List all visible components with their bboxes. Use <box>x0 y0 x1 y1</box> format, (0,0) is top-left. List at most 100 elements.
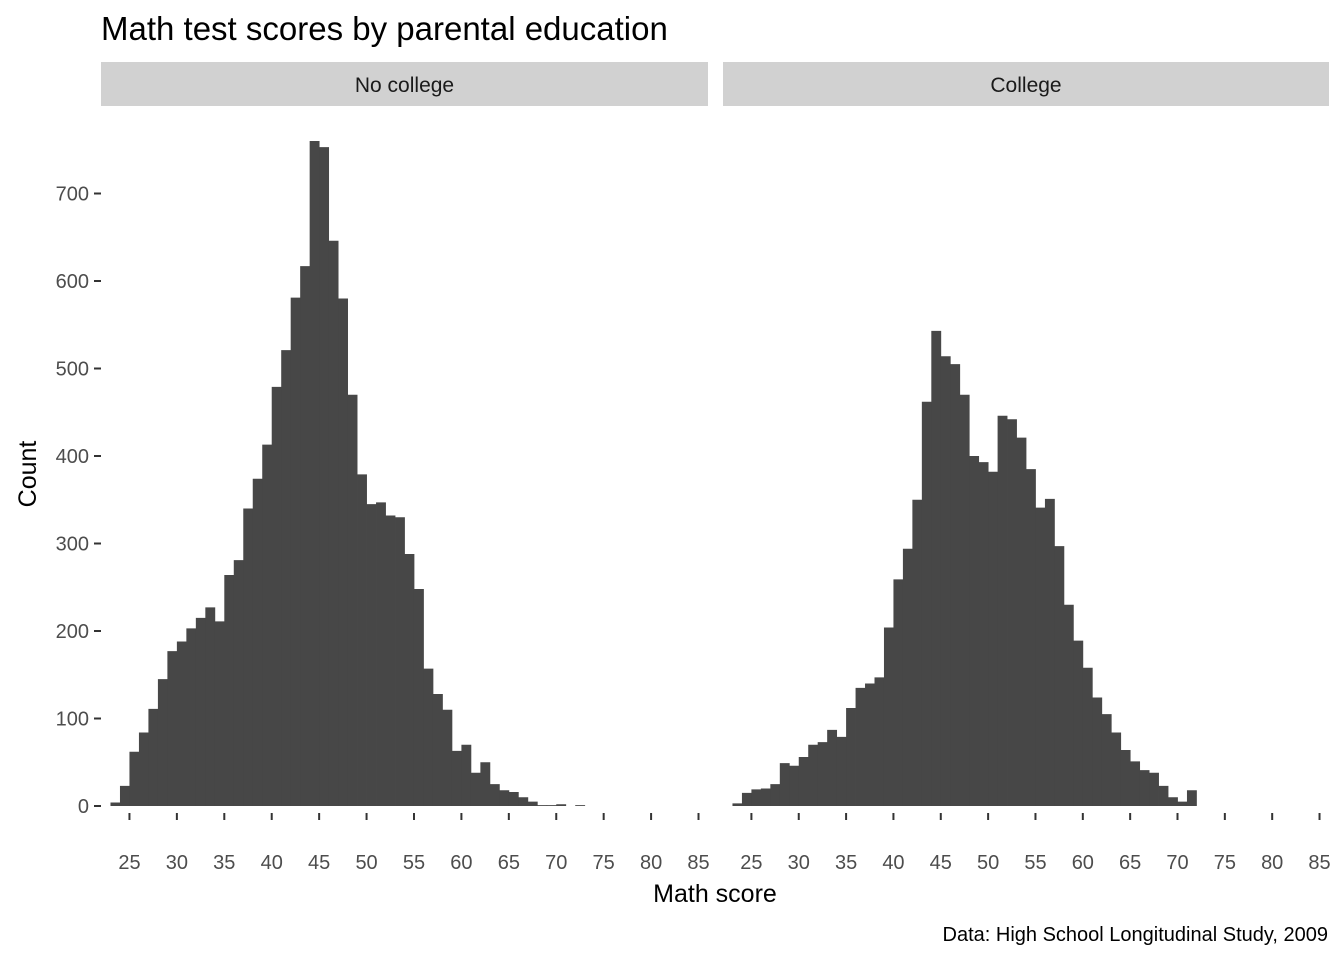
histogram-bar <box>167 651 178 806</box>
y-tick-label: 500 <box>56 359 89 381</box>
histogram-bar <box>243 508 254 806</box>
histogram-bar <box>883 627 894 806</box>
histogram-bar <box>1139 770 1150 806</box>
histogram-bar <box>865 683 875 806</box>
x-tick-label: 75 <box>1214 852 1236 874</box>
histogram-bar <box>1186 790 1197 806</box>
histogram-bar <box>997 415 1008 806</box>
x-tick-label: 70 <box>545 852 567 874</box>
histogram-bar <box>451 750 462 806</box>
histogram-bar <box>537 805 548 806</box>
y-tick-label: 100 <box>56 709 89 731</box>
histogram-bar <box>1054 546 1065 806</box>
histogram-bar <box>1026 469 1036 806</box>
histogram-bar <box>110 802 121 806</box>
histogram-bar <box>404 554 415 806</box>
facet-strip-label-college: College <box>990 74 1061 97</box>
histogram-bar <box>575 805 586 806</box>
histogram-bar <box>461 744 472 806</box>
histogram-bar <box>836 736 847 806</box>
histogram-bar <box>480 762 491 806</box>
histogram-bar <box>846 708 856 806</box>
histogram-bar <box>855 687 866 806</box>
histogram-bar <box>176 641 187 806</box>
histogram-bar <box>1168 797 1178 806</box>
histogram-bar <box>1177 801 1188 806</box>
histogram-bar <box>1130 761 1141 806</box>
histogram-bar <box>157 679 168 806</box>
histogram-bar <box>760 788 771 806</box>
histogram-bar <box>931 330 942 806</box>
panel-no-college <box>110 141 586 806</box>
histogram-bar <box>347 394 358 806</box>
histogram-bar <box>779 763 790 806</box>
x-tick-label: 25 <box>740 852 762 874</box>
x-tick-label: 80 <box>640 852 662 874</box>
histogram-bar <box>508 792 519 806</box>
histogram-bar <box>969 456 980 806</box>
histogram-bar <box>119 785 130 806</box>
x-tick-label: 65 <box>498 852 520 874</box>
histogram-bar <box>214 621 225 806</box>
histogram-bar <box>527 801 538 806</box>
histogram-bar <box>1044 498 1055 806</box>
x-tick-label: 35 <box>835 852 857 874</box>
x-tick-label: 80 <box>1261 852 1283 874</box>
histogram-bar <box>148 708 159 806</box>
histogram-bar <box>827 729 838 806</box>
histogram-bar <box>940 356 951 806</box>
histogram-bar <box>950 364 961 806</box>
histogram-bar <box>921 401 932 806</box>
y-tick-label: 700 <box>56 184 89 206</box>
y-tick-label: 0 <box>78 796 89 818</box>
histogram-bar <box>808 744 819 806</box>
x-axis-no-college: 25 30 35 40 45 50 55 60 65 70 75 80 85 <box>118 813 710 874</box>
histogram-bar <box>366 504 377 806</box>
chart-caption: Data: High School Longitudinal Study, 20… <box>943 924 1328 946</box>
histogram-bar <box>751 789 762 806</box>
histogram-bar <box>195 617 206 806</box>
histogram-bar <box>309 141 320 806</box>
histogram-bar <box>423 668 434 806</box>
chart-title: Math test scores by parental education <box>101 10 668 47</box>
histogram-bar <box>1101 714 1112 806</box>
histogram-bar <box>395 517 405 806</box>
histogram-bar <box>138 732 149 806</box>
x-tick-label: 25 <box>118 852 140 874</box>
histogram-bar <box>874 677 885 806</box>
histogram-bar <box>432 694 443 806</box>
histogram-bar <box>1063 604 1074 806</box>
histogram-bar <box>413 589 424 806</box>
histogram-bar <box>224 575 235 806</box>
y-tick-label: 300 <box>56 534 89 556</box>
histogram-bar <box>893 579 904 806</box>
histogram-bar <box>959 394 970 806</box>
histogram-bar <box>328 240 339 806</box>
histogram-bar <box>262 444 273 806</box>
histogram-bar <box>385 515 396 806</box>
y-axis: 0 100 200 300 400 500 600 700 <box>56 184 101 818</box>
histogram-bar <box>357 474 367 806</box>
x-tick-label: 60 <box>450 852 472 874</box>
x-tick-label: 40 <box>261 852 283 874</box>
facet-strip-label-no-college: No college <box>355 74 454 97</box>
y-tick-label: 200 <box>56 621 89 643</box>
histogram-bar <box>319 147 330 806</box>
x-tick-label: 85 <box>1308 852 1330 874</box>
x-axis-college: 25 30 35 40 45 50 55 60 65 70 75 80 85 <box>740 813 1331 874</box>
facet-strip-no-college <box>101 62 708 106</box>
y-tick-label: 600 <box>56 271 89 293</box>
histogram-bar <box>1111 732 1122 806</box>
histogram-bar <box>902 548 913 806</box>
x-tick-label: 45 <box>930 852 952 874</box>
histogram-bar <box>789 765 800 806</box>
x-tick-label: 60 <box>1072 852 1094 874</box>
histogram-bar <box>978 462 989 806</box>
histogram-bar <box>1120 750 1131 806</box>
histogram-bar <box>300 266 311 806</box>
histogram-bar <box>129 751 140 806</box>
histogram-bar <box>741 792 752 806</box>
x-tick-label: 65 <box>1119 852 1141 874</box>
histogram-bar <box>470 772 481 806</box>
